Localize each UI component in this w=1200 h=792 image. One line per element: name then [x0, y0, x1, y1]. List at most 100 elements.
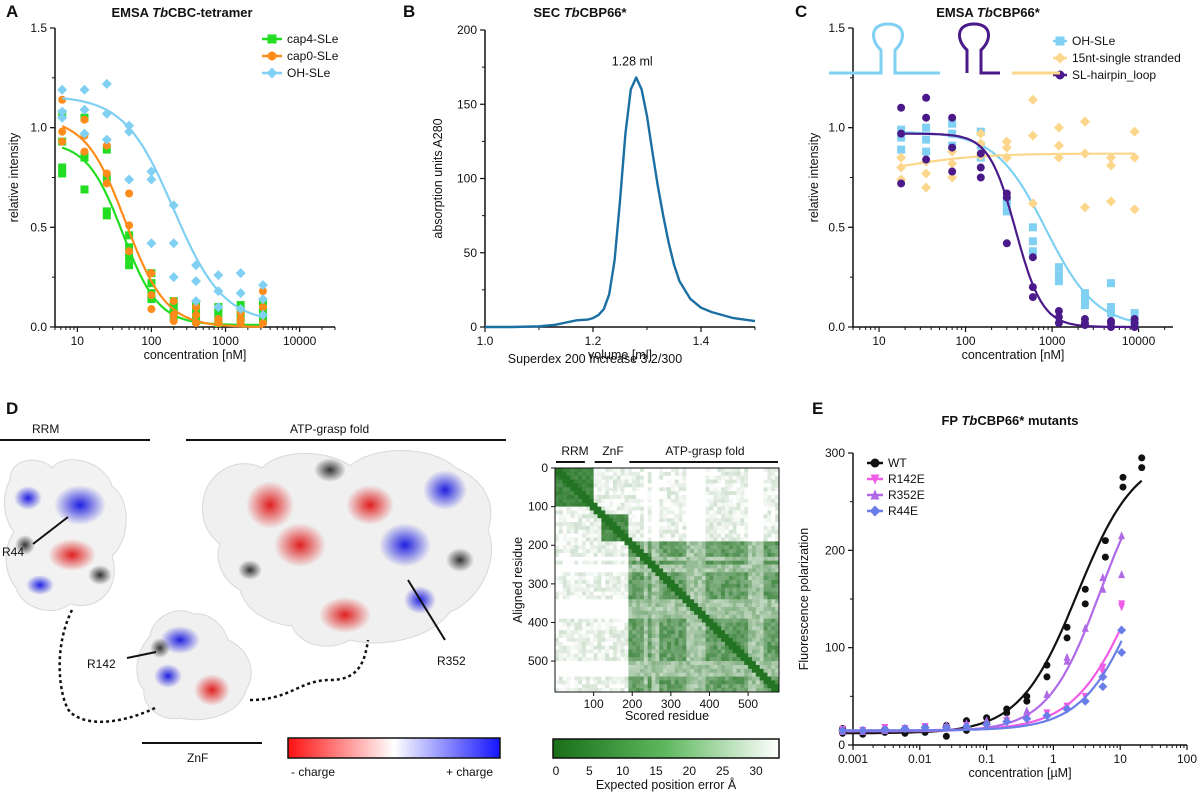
heatmap-cell [655, 545, 660, 550]
heatmap-cell [659, 653, 664, 658]
heatmap-cell [558, 618, 564, 623]
heatmap-cell [682, 491, 687, 496]
data-point [124, 126, 135, 137]
heatmap-cell [697, 657, 703, 662]
heatmap-cell [605, 610, 610, 616]
heatmap-cell [705, 560, 710, 565]
heatmap-cell [759, 564, 764, 569]
heatmap-cell [597, 618, 602, 623]
heatmap-cell [674, 641, 679, 647]
heatmap-cell [655, 622, 660, 627]
heatmap-cell [763, 607, 768, 612]
heatmap-cell [717, 657, 722, 662]
heatmap-cell [701, 495, 707, 500]
heatmap-cell [721, 661, 726, 666]
heatmap-cell [655, 533, 660, 538]
heatmap-cell [763, 641, 768, 647]
heatmap-cell [605, 514, 610, 519]
heatmap-cell [574, 587, 579, 592]
heatmap-cell [578, 514, 583, 519]
heatmap-cell [771, 649, 776, 654]
heatmap-cell [574, 529, 579, 535]
heatmap-cell [732, 637, 737, 643]
heatmap-cell [566, 637, 571, 643]
heatmap-cell [574, 630, 579, 635]
heatmap-cell [755, 537, 761, 542]
heatmap-cell [763, 525, 768, 531]
heatmap-cell [628, 641, 633, 647]
heatmap-cell [732, 479, 737, 484]
heatmap-cell [732, 641, 737, 647]
heatmap-cell [670, 649, 676, 654]
data-point [1054, 271, 1063, 280]
heatmap-cell [667, 657, 672, 662]
heatmap-cell [663, 568, 668, 573]
heatmap-cell [759, 522, 764, 527]
heatmap-cell [555, 630, 560, 635]
heatmap-cell [620, 664, 625, 670]
heatmap-cell [740, 637, 745, 643]
heatmap-cell [755, 495, 761, 500]
heatmap-cell [709, 664, 714, 670]
heatmap-cell [582, 529, 587, 535]
heatmap-cell [578, 688, 583, 693]
heatmap-cell [763, 552, 768, 558]
heatmap-cell [562, 603, 567, 608]
heatmap-cell [674, 572, 679, 577]
heatmap-cell [748, 664, 753, 670]
heatmap-cell [759, 657, 764, 662]
heatmap-cell [775, 552, 780, 558]
heatmap-cell [724, 568, 730, 573]
heatmap-cell [589, 657, 595, 662]
heatmap-cell [578, 541, 583, 546]
heatmap-cell [620, 479, 625, 484]
heatmap-cell [763, 495, 768, 500]
heatmap-cell [597, 529, 602, 535]
heatmap-cell [601, 552, 606, 558]
heatmap-cell [713, 564, 718, 569]
heatmap-cell [744, 506, 749, 511]
data-point [168, 238, 179, 249]
heatmap-cell [624, 645, 629, 650]
heatmap-cell [589, 572, 595, 577]
heatmap-cell [612, 522, 618, 527]
heatmap-cell [663, 583, 668, 589]
heatmap-cell [632, 549, 637, 554]
heatmap-cell [570, 618, 575, 623]
heatmap-cell [721, 595, 726, 600]
heatmap-cell [609, 634, 614, 639]
heatmap-cell [690, 645, 695, 650]
heatmap-cell [589, 568, 595, 573]
heatmap-cell [709, 495, 714, 500]
heatmap-cell [763, 580, 768, 585]
heatmap-cell [755, 502, 761, 508]
heatmap-cell [609, 475, 614, 480]
heatmap-cell [601, 657, 606, 662]
heatmap-cell [767, 603, 772, 608]
y-tick-label: 0.0 [30, 320, 47, 334]
heatmap-cell [643, 583, 649, 589]
heatmap-cell [636, 468, 641, 473]
heatmap-cell [555, 541, 560, 546]
heatmap-cell [690, 529, 695, 535]
heatmap-cell [628, 684, 633, 689]
heatmap-cell [771, 518, 776, 523]
heatmap-cell [724, 552, 730, 558]
heatmap-cell [705, 471, 710, 477]
heatmap-cell [609, 518, 614, 523]
heatmap-cell [694, 502, 699, 508]
heatmap-cell [585, 502, 591, 508]
y-tick-label: 500 [528, 654, 548, 668]
heatmap-cell [767, 487, 772, 492]
heatmap-cell [585, 560, 591, 565]
heatmap-cell [667, 618, 672, 623]
heatmap-cell [674, 591, 679, 596]
heatmap-cell [651, 518, 656, 523]
heatmap-cell [605, 657, 610, 662]
heatmap-cell [620, 614, 625, 620]
heatmap-cell [728, 572, 734, 577]
heatmap-cell [690, 587, 695, 592]
heatmap-cell [705, 537, 710, 542]
heatmap-cell [647, 664, 652, 670]
heatmap-cell [740, 518, 745, 523]
